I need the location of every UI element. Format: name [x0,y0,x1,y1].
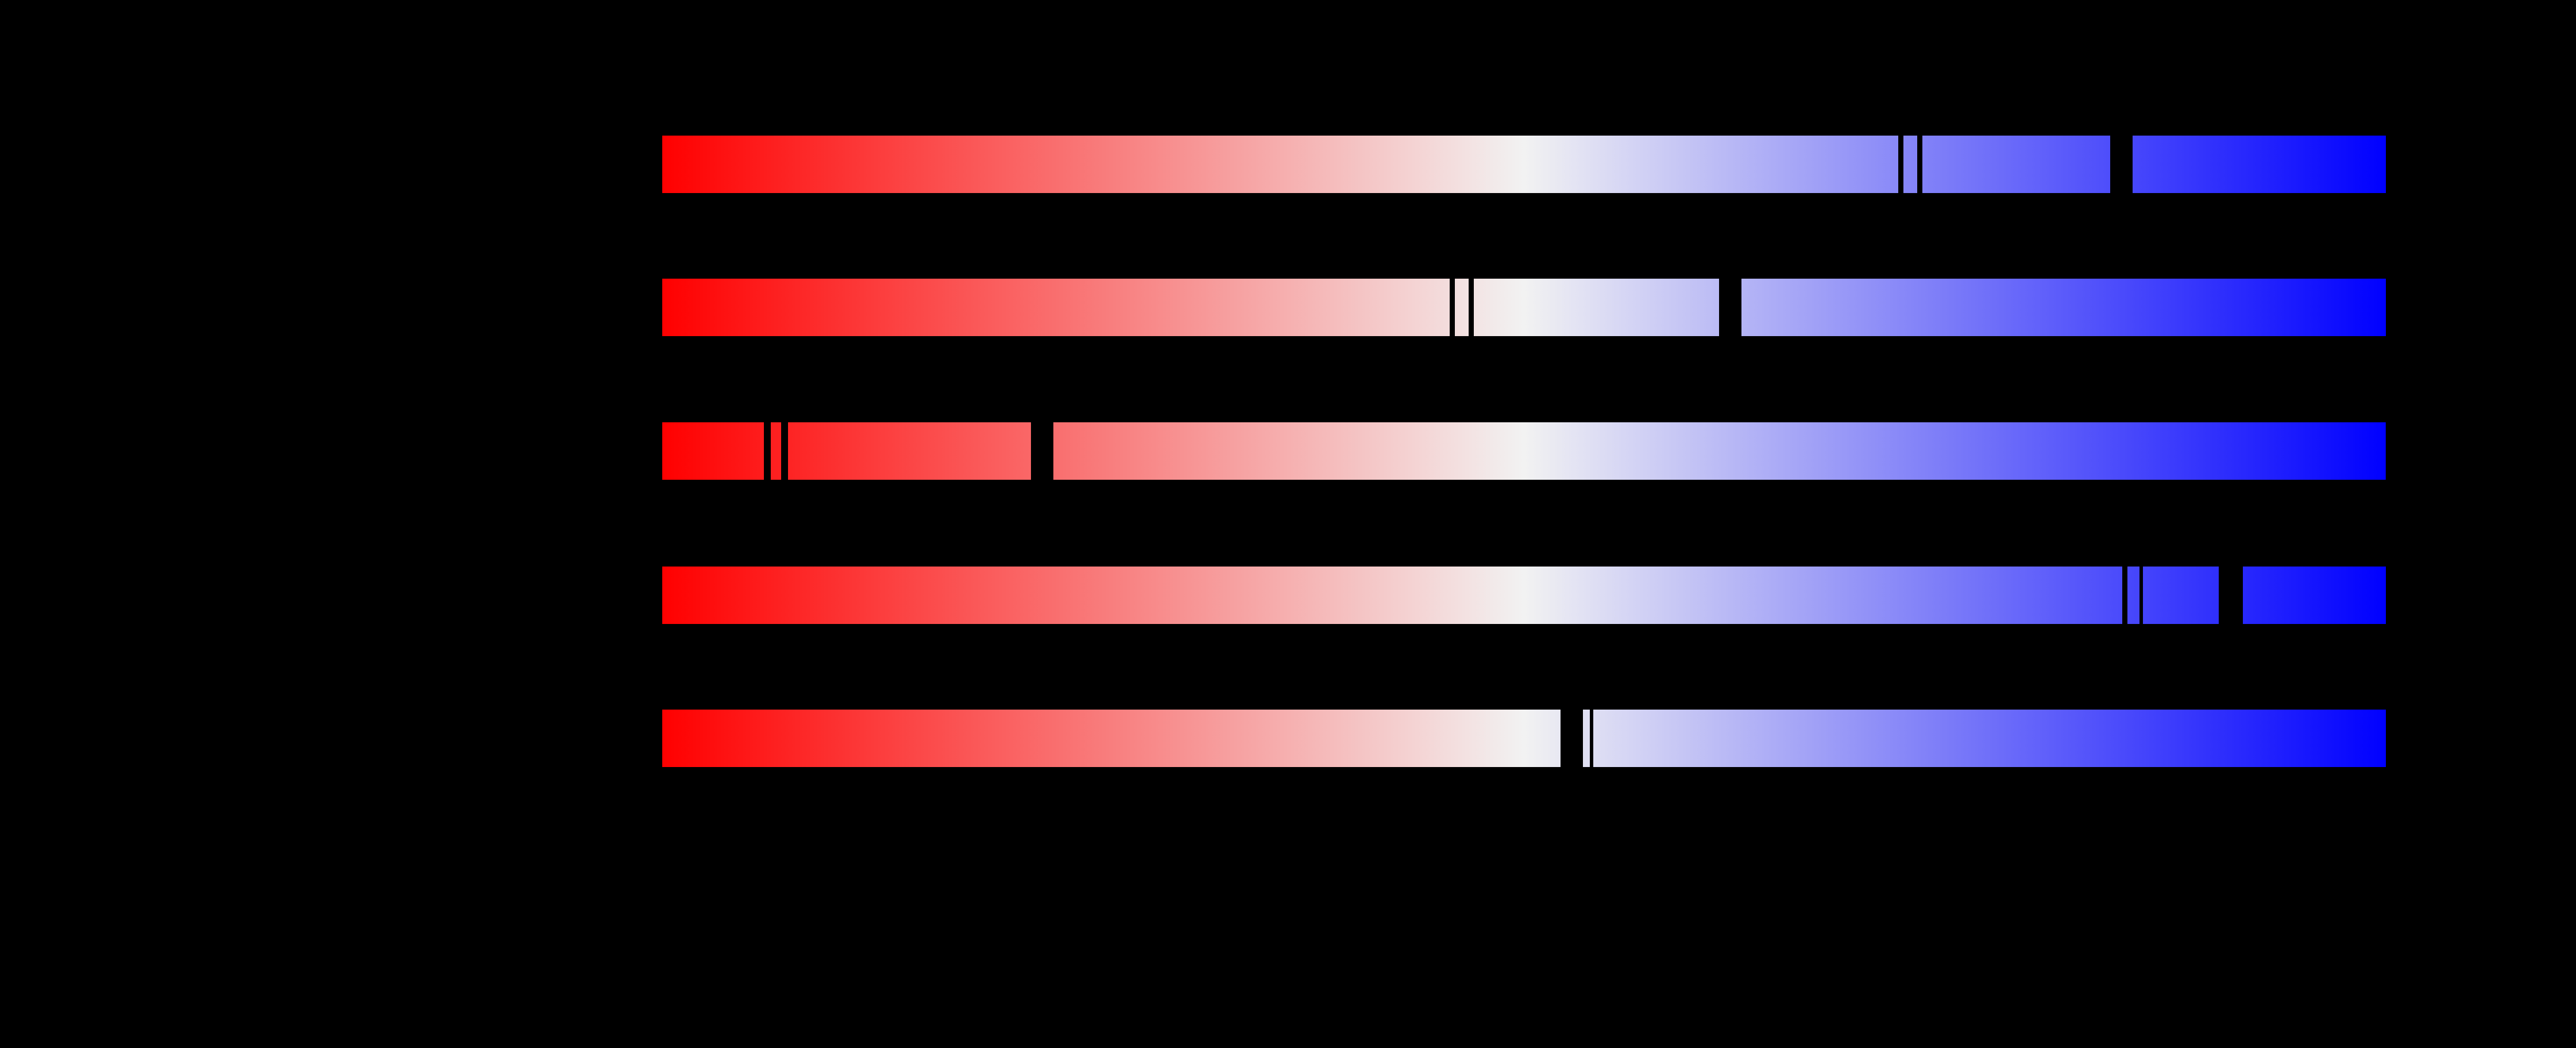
segment-gradient-fill [662,279,1450,336]
bar-segment [1593,710,2386,767]
bar-row [0,710,2576,767]
bar-segment [1053,422,2386,480]
segment-gradient-fill [1053,422,2386,480]
segment-gradient-fill [1922,136,2110,193]
bar-segment [1922,136,2110,193]
bar-row [0,279,2576,336]
segment-gradient-fill [662,422,764,480]
bar-segment [662,710,1561,767]
bar-segment [1741,279,2386,336]
segment-gradient-fill [788,422,1032,480]
bar-row [0,422,2576,480]
bar-segment [2127,567,2139,624]
segment-gradient-fill [771,422,782,480]
bar-segment [2242,567,2386,624]
segment-gradient-fill [1593,710,2386,767]
segment-gradient-fill [662,136,1898,193]
bar-segment [1474,279,1719,336]
segment-gradient-fill [1582,710,1590,767]
bar-segment [1582,710,1590,767]
bar-row [0,567,2576,624]
bar-segment [662,136,1898,193]
bar-segment [1903,136,1917,193]
segment-gradient-fill [662,710,1561,767]
bar-segment [2142,567,2219,624]
bar-segment [788,422,1032,480]
bar-segment [1455,279,1469,336]
segment-gradient-fill [2127,567,2139,624]
bar-segment [662,279,1450,336]
bar-segment [771,422,782,480]
segment-gradient-fill [1474,279,1719,336]
segment-gradient-fill [1903,136,1917,193]
segment-gradient-fill [1741,279,2386,336]
bar-segment [662,567,2122,624]
bar-segment [2132,136,2386,193]
bar-row [0,136,2576,193]
segment-gradient-fill [2132,136,2386,193]
segment-gradient-fill [2242,567,2386,624]
segment-gradient-fill [1455,279,1469,336]
segment-gradient-fill [662,567,2122,624]
bar-segment [662,422,764,480]
segment-gradient-fill [2142,567,2219,624]
